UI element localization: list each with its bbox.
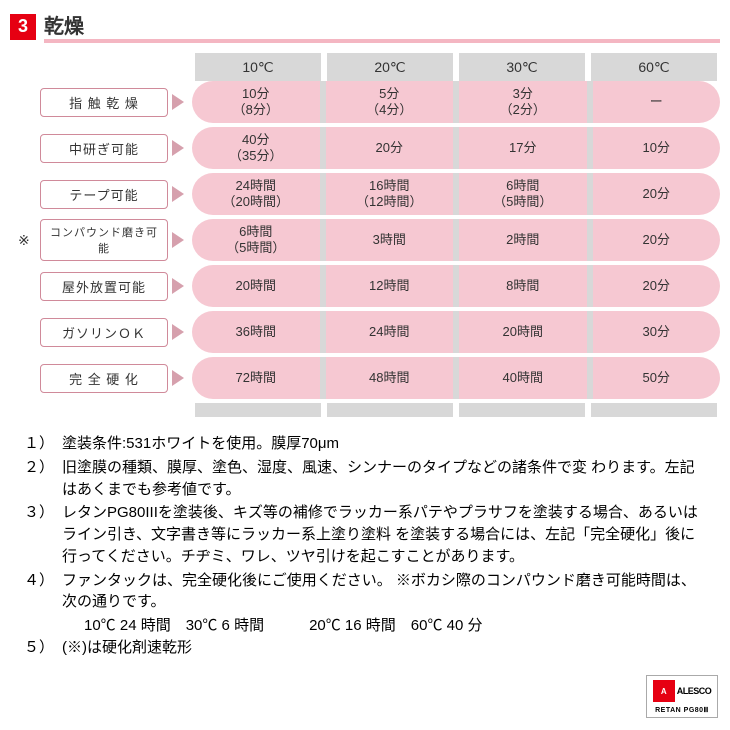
logo-mark: A bbox=[653, 680, 675, 702]
table-row: 36時間 24時間 20時間 30分 bbox=[192, 311, 720, 353]
arrow-icon bbox=[172, 278, 184, 294]
row-label: 完 全 硬 化 bbox=[40, 364, 168, 393]
logo-product: RETAN PG80Ⅲ bbox=[647, 706, 717, 717]
column-header: 10℃ bbox=[195, 53, 321, 81]
row-labels-column: 指 触 乾 燥中研ぎ可能テープ可能 ※コンパウンド磨き可能屋外放置可能ガソリンＯＫ… bbox=[40, 53, 184, 417]
section-number-badge: 3 bbox=[10, 14, 36, 40]
table-cell: 3分 （2分） bbox=[459, 86, 587, 117]
row-label-wrap: 中研ぎ可能 bbox=[40, 127, 184, 169]
table-row: 72時間 48時間 40時間 50分 bbox=[192, 357, 720, 399]
note-item: ５）(※)は硬化剤速乾形 bbox=[24, 637, 706, 659]
column-header: 60℃ bbox=[591, 53, 717, 81]
note-subline: 10℃ 24 時間 30℃ 6 時間 20℃ 16 時間 60℃ 40 分 bbox=[24, 615, 706, 637]
row-label: ガソリンＯＫ bbox=[40, 318, 168, 347]
note-item: ２）旧塗膜の種類、膜厚、塗色、湿度、風速、シンナーのタイプなどの諸条件で変 わり… bbox=[24, 457, 706, 501]
column-header: 30℃ bbox=[459, 53, 585, 81]
table-cell: 3時間 bbox=[326, 232, 454, 248]
table-cell: 20分 bbox=[326, 140, 454, 156]
logo-brand: ALESCO bbox=[677, 686, 712, 696]
row-label: 中研ぎ可能 bbox=[40, 134, 168, 163]
arrow-icon bbox=[172, 140, 184, 156]
table-cell: 50分 bbox=[593, 370, 721, 386]
table-row: 24時間 （20時間）16時間 （12時間）6時間 （5時間） 20分 bbox=[192, 173, 720, 215]
note-text: ファンタックは、完全硬化後にご使用ください。 ※ボカシ際のコンパウンド磨き可能時… bbox=[62, 570, 706, 614]
note-item: ４）ファンタックは、完全硬化後にご使用ください。 ※ボカシ際のコンパウンド磨き可… bbox=[24, 570, 706, 614]
table-cell: 20時間 bbox=[459, 324, 587, 340]
table-cell: 10分 （8分） bbox=[192, 86, 320, 117]
note-text: (※)は硬化剤速乾形 bbox=[62, 637, 706, 659]
table-cell: 20分 bbox=[593, 232, 721, 248]
row-label-wrap: 屋外放置可能 bbox=[40, 265, 184, 307]
table-cell: 12時間 bbox=[326, 278, 454, 294]
table-cell: 6時間 （5時間） bbox=[192, 224, 320, 255]
row-label: 屋外放置可能 bbox=[40, 272, 168, 301]
note-text: 塗装条件:531ホワイトを使用。膜厚70μm bbox=[62, 433, 706, 455]
table-cell: 8時間 bbox=[459, 278, 587, 294]
table-cell: 40時間 bbox=[459, 370, 587, 386]
column-headers: 10℃20℃30℃60℃ bbox=[192, 53, 720, 81]
table-cell: 20分 bbox=[593, 278, 721, 294]
note-item: ３）レタンPG80IIIを塗装後、キズ等の補修でラッカー系パテやプラサフを塗装す… bbox=[24, 502, 706, 567]
table-cell: 24時間 （20時間） bbox=[192, 178, 320, 209]
section-header: 3 乾燥 bbox=[10, 10, 720, 43]
arrow-icon bbox=[172, 324, 184, 340]
table-cell: 10分 bbox=[593, 140, 721, 156]
table-cell: 40分 （35分） bbox=[192, 132, 320, 163]
table-cell: 5分 （4分） bbox=[326, 86, 454, 117]
note-number: ４） bbox=[24, 570, 62, 614]
row-label-wrap: テープ可能 bbox=[40, 173, 184, 215]
note-number: １） bbox=[24, 433, 62, 455]
arrow-icon bbox=[172, 370, 184, 386]
column-tails bbox=[192, 403, 720, 417]
table-cell: 2時間 bbox=[459, 232, 587, 248]
table-cell: ー bbox=[593, 94, 721, 110]
table-row: 40分 （35分） 20分 17分 10分 bbox=[192, 127, 720, 169]
table-row: 6時間 （5時間） 3時間 2時間 20分 bbox=[192, 219, 720, 261]
table-cell: 30分 bbox=[593, 324, 721, 340]
table-cell: 72時間 bbox=[192, 370, 320, 386]
data-column: 10℃20℃30℃60℃ 10分 （8分）5分 （4分）3分 （2分） ー 40分 … bbox=[192, 53, 720, 417]
note-item: １）塗装条件:531ホワイトを使用。膜厚70μm bbox=[24, 433, 706, 455]
table-cell: 6時間 （5時間） bbox=[459, 178, 587, 209]
note-number: ５） bbox=[24, 637, 62, 659]
arrow-icon bbox=[172, 186, 184, 202]
table-cell: 16時間 （12時間） bbox=[326, 178, 454, 209]
note-number: ２） bbox=[24, 457, 62, 501]
table-cell: 24時間 bbox=[326, 324, 454, 340]
table-cell: 17分 bbox=[459, 140, 587, 156]
row-label-wrap: ガソリンＯＫ bbox=[40, 311, 184, 353]
table-cell: 20分 bbox=[593, 186, 721, 202]
row-label-wrap: 完 全 硬 化 bbox=[40, 357, 184, 399]
table-cell: 48時間 bbox=[326, 370, 454, 386]
row-label: 指 触 乾 燥 bbox=[40, 88, 168, 117]
row-label: テープ可能 bbox=[40, 180, 168, 209]
row-label-wrap: 指 触 乾 燥 bbox=[40, 81, 184, 123]
section-title: 乾燥 bbox=[44, 10, 720, 43]
table-cell: 36時間 bbox=[192, 324, 320, 340]
table-row: 10分 （8分）5分 （4分）3分 （2分） ー bbox=[192, 81, 720, 123]
brand-logo: A ALESCO RETAN PG80Ⅲ bbox=[646, 675, 718, 718]
drying-table: 指 触 乾 燥中研ぎ可能テープ可能※コンパウンド磨き可能屋外放置可能ガソリンＯＫ… bbox=[10, 53, 720, 417]
note-text: レタンPG80IIIを塗装後、キズ等の補修でラッカー系パテやプラサフを塗装する場… bbox=[62, 502, 706, 567]
note-text: 旧塗膜の種類、膜厚、塗色、湿度、風速、シンナーのタイプなどの諸条件で変 わります… bbox=[62, 457, 706, 501]
row-label-wrap: ※コンパウンド磨き可能 bbox=[40, 219, 184, 261]
table-cell: 20時間 bbox=[192, 278, 320, 294]
row-label: コンパウンド磨き可能 bbox=[40, 219, 168, 261]
table-row: 20時間 12時間 8時間 20分 bbox=[192, 265, 720, 307]
arrow-icon bbox=[172, 232, 184, 248]
column-header: 20℃ bbox=[327, 53, 453, 81]
arrow-icon bbox=[172, 94, 184, 110]
note-number: ３） bbox=[24, 502, 62, 567]
notes-section: １）塗装条件:531ホワイトを使用。膜厚70μm２）旧塗膜の種類、膜厚、塗色、湿… bbox=[10, 433, 720, 659]
asterisk-icon: ※ bbox=[18, 232, 30, 249]
